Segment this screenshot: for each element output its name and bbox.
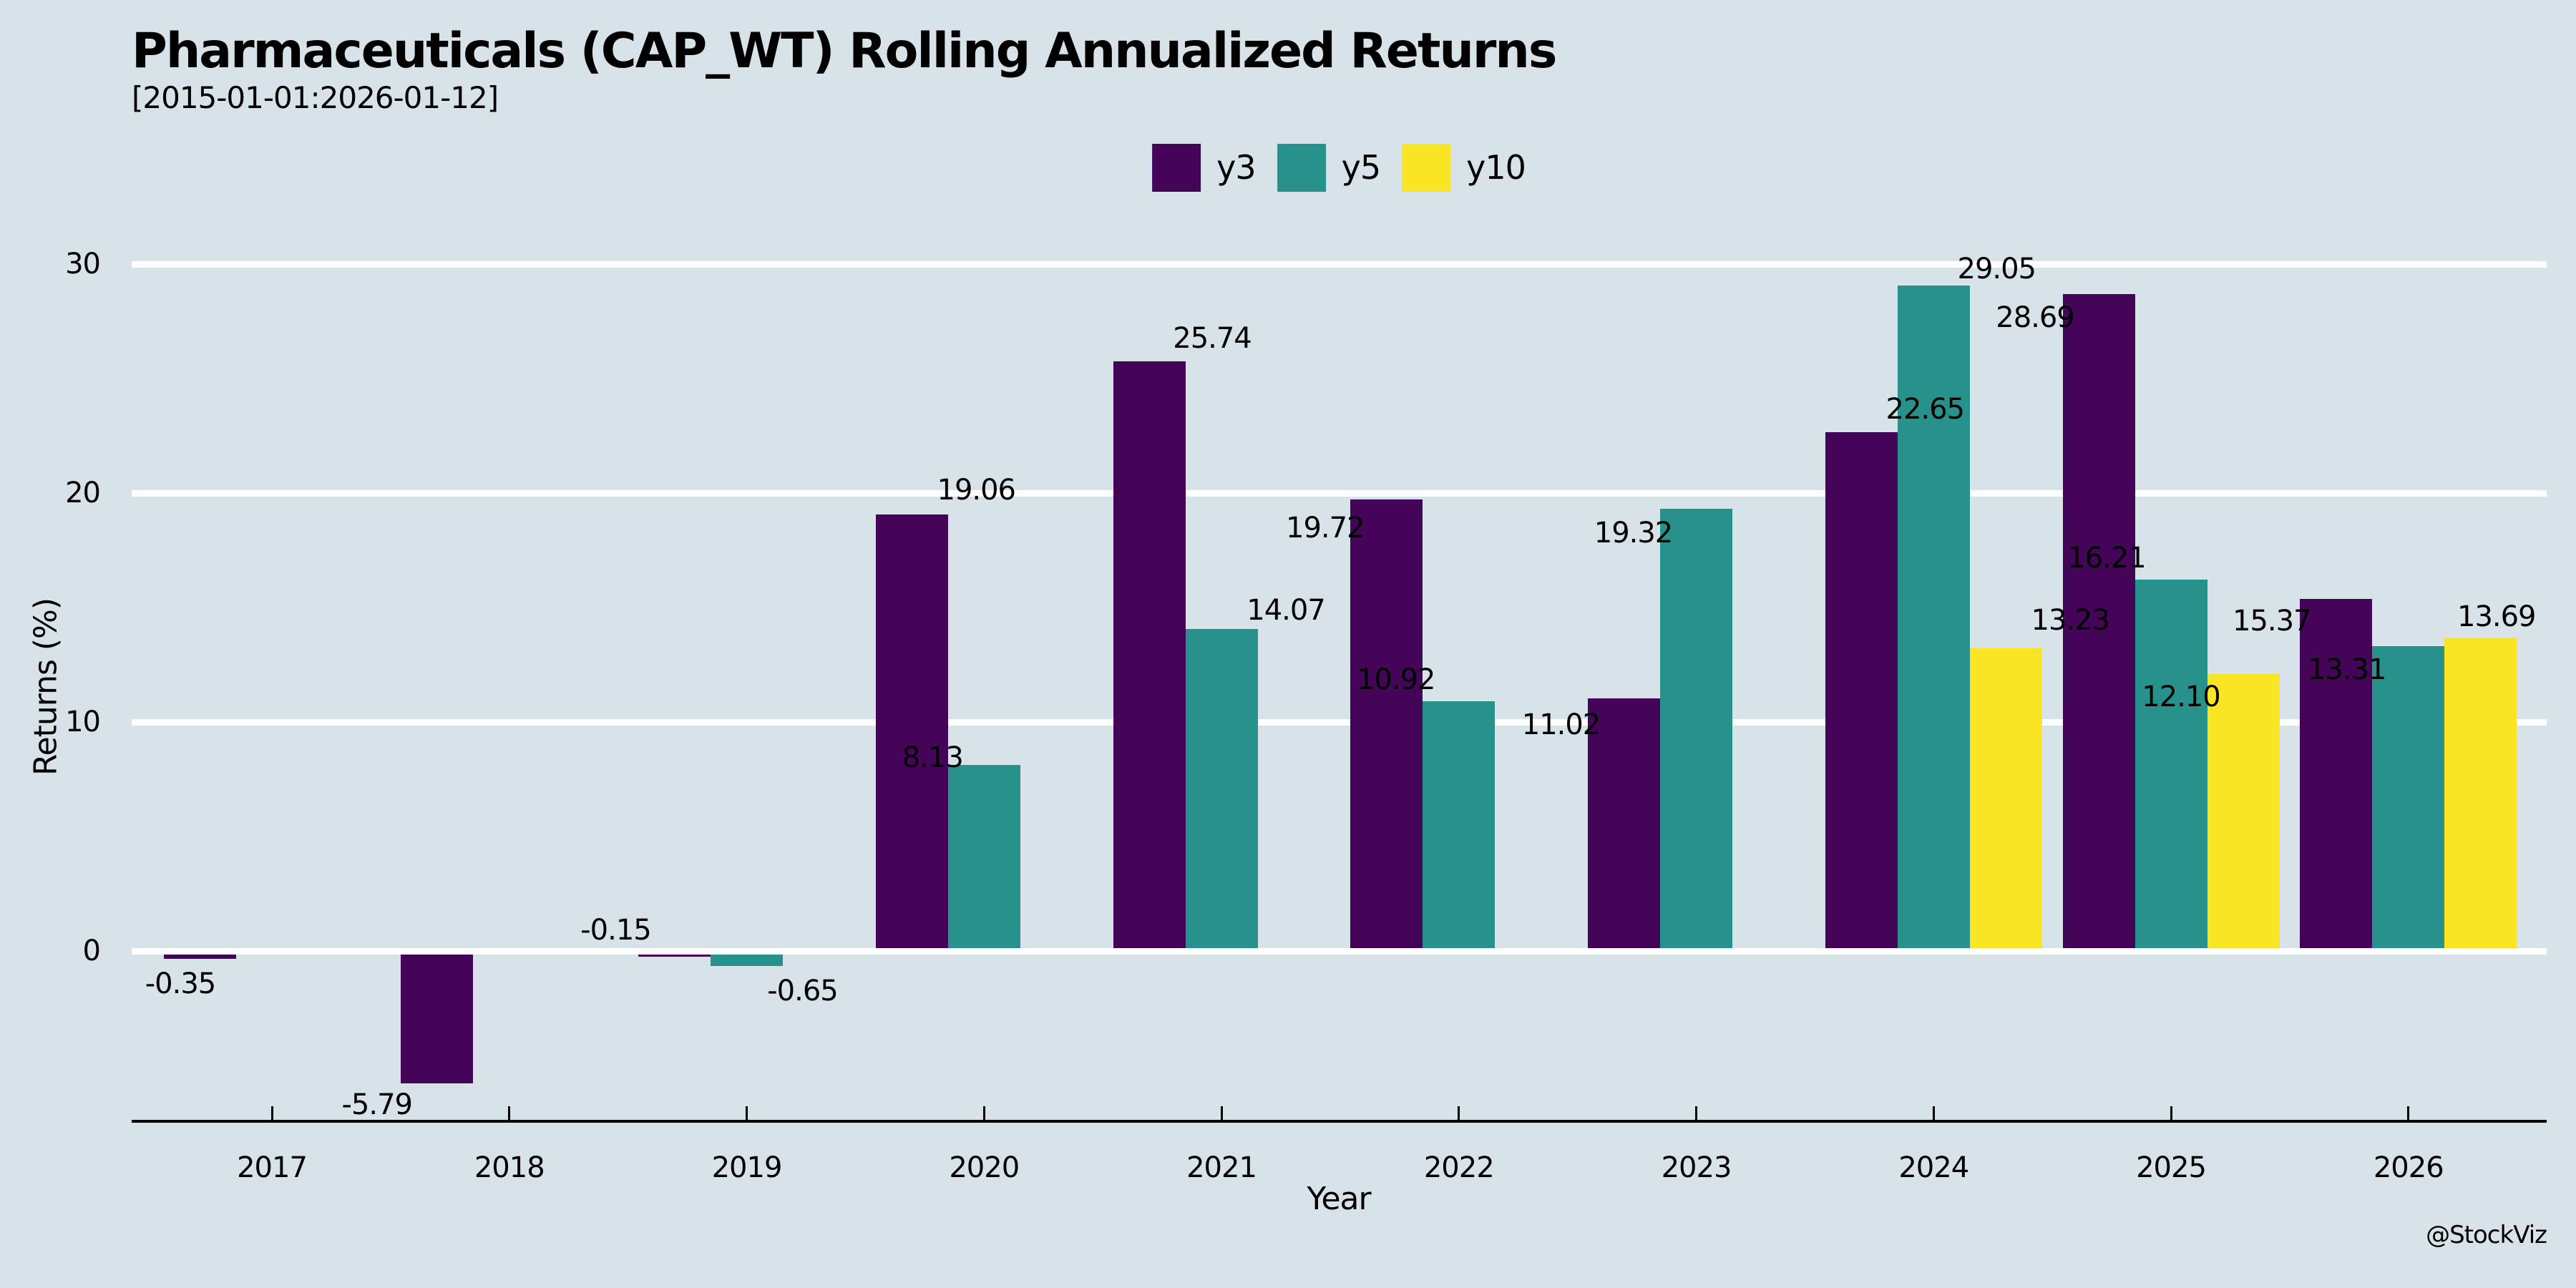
x-axis-tick [2407,1106,2410,1121]
bar-value-label: 19.06 [937,474,1016,507]
bar-value-label: 15.37 [2232,605,2312,638]
bar-y5-2024 [1897,286,1970,948]
x-tick-label: 2020 [949,1151,1020,1184]
bar-value-label: 19.32 [1594,516,1674,550]
chart-subtitle: [2015-01-01:2026-01-12] [132,80,499,115]
bar-y3-2023 [1588,698,1660,948]
bar-y5-2022 [1423,701,1496,948]
x-tick-label: 2026 [2373,1151,2444,1184]
x-axis-tick [746,1106,748,1121]
bar-value-label: -0.35 [145,967,216,1001]
legend-item-y10: y10 [1402,143,1526,192]
bar-value-label: 8.13 [902,741,964,774]
bar-y5-2020 [947,764,1020,948]
bar-y3-2020 [875,514,948,948]
bar-y10-2024 [1969,648,2042,948]
x-axis-tick [2170,1106,2172,1121]
bar-value-label: 14.07 [1246,593,1326,627]
bar-value-label: 13.31 [2307,653,2387,687]
legend-swatch-y3 [1152,143,1201,192]
legend-swatch-y10 [1402,143,1451,192]
bar-value-label: 29.05 [1957,253,2036,286]
bar-value-label: 16.21 [2067,542,2147,575]
x-tick-label: 2025 [2136,1151,2207,1184]
watermark: @StockViz [2426,1221,2547,1249]
bar-y3-2018 [401,954,474,1084]
bar-y10-2025 [2207,673,2280,948]
y-tick-label: 0 [82,935,101,967]
bar-y5-2026 [2372,646,2445,948]
gridline-20 [132,489,2547,497]
x-tick-label: 2024 [1898,1151,1969,1184]
bar-y3-2025 [2062,293,2135,948]
bar-value-label: -5.79 [341,1088,413,1122]
x-axis-tick [982,1106,985,1121]
legend-item-y3: y3 [1152,143,1257,192]
x-tick-label: 2018 [474,1151,545,1184]
legend-label-y5: y5 [1341,148,1381,187]
bar-y3-2021 [1113,361,1186,948]
bar-value-label: 13.69 [2457,600,2537,633]
gridline-10 [132,718,2547,726]
chart-title: Pharmaceuticals (CAP_WT) Rolling Annuali… [132,23,1557,79]
gridline-0 [132,947,2547,955]
bar-value-label: -0.65 [767,974,838,1008]
y-tick-label: 20 [65,477,101,509]
y-axis-title: Returns (%) [27,597,64,776]
bar-y3-2024 [1825,432,1898,948]
bar-value-label: 22.65 [1885,393,1965,426]
bar-value-label: 19.72 [1285,511,1365,545]
x-tick-label: 2017 [237,1151,308,1184]
x-axis-title: Year [1307,1181,1371,1217]
x-axis-tick [270,1106,273,1121]
gridline-30 [132,260,2547,268]
legend-swatch-y5 [1277,143,1326,192]
bar-value-label: 11.02 [1521,708,1601,742]
bar-y5-2019 [711,954,783,966]
bar-y3-2019 [638,954,711,957]
legend-label-y10: y10 [1466,148,1526,187]
bar-value-label: -0.15 [580,913,651,947]
bar-y3-2022 [1350,499,1423,948]
bar-y10-2026 [2444,637,2517,948]
x-tick-label: 2023 [1661,1151,1732,1184]
bar-value-label: 10.92 [1356,663,1436,696]
bar-value-label: 28.69 [1996,301,2075,334]
x-axis-tick [1220,1106,1223,1121]
x-axis-tick [1695,1106,1697,1121]
bar-value-label: 12.10 [2142,680,2221,713]
x-tick-label: 2019 [711,1151,783,1184]
bar-value-label: 25.74 [1173,322,1252,356]
y-tick-label: 10 [65,706,101,738]
x-axis-tick [1458,1106,1460,1121]
bar-y5-2023 [1660,508,1732,948]
legend: y3 y5 y10 [1152,143,1526,192]
x-axis-tick [1932,1106,1935,1121]
legend-label-y3: y3 [1216,148,1256,187]
bar-y5-2025 [2135,580,2207,948]
bar-value-label: 13.23 [2031,603,2110,637]
x-axis-line [132,1120,2547,1123]
bar-y3-2026 [2300,599,2373,948]
y-tick-label: 30 [65,248,101,280]
bar-y5-2021 [1185,628,1258,948]
x-tick-label: 2022 [1423,1151,1495,1184]
x-axis-tick [508,1106,511,1121]
legend-item-y5: y5 [1277,143,1381,192]
bar-y3-2017 [163,954,236,960]
x-tick-label: 2021 [1186,1151,1257,1184]
